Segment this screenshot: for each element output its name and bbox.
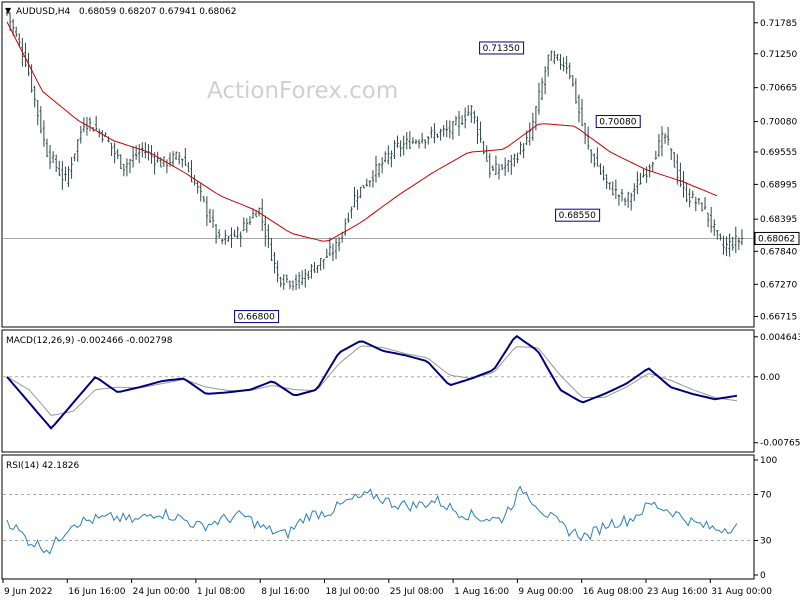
x-tick-label: 16 Jun 16:00	[68, 587, 125, 597]
x-tick-label: 16 Aug 08:00	[583, 587, 644, 597]
price-tick-label: 0.68395	[760, 215, 797, 225]
x-tick-label: 1 Jul 08:00	[197, 587, 246, 597]
x-tick-label: 9 Jun 2022	[4, 587, 52, 597]
price-annotation-label: 0.68550	[559, 211, 596, 221]
price-layer: 0.71350 0.70080 0.68550 0.66800	[3, 11, 753, 324]
price-tick-label: 0.66715	[760, 312, 797, 322]
macd-tick-label: 0.004643	[760, 333, 800, 343]
macd-main-line	[6, 334, 738, 430]
price-annotation-box	[234, 310, 280, 324]
x-tick-label: 23 Aug 16:00	[647, 587, 708, 597]
rsi-tick-label: 70	[760, 491, 772, 501]
price-tick-label: 0.70080	[760, 118, 797, 128]
price-annotation-box	[555, 208, 601, 222]
rsi-panel-frame	[1, 454, 755, 580]
rsi-line	[6, 485, 738, 555]
x-tick-label: 24 Jun 00:00	[133, 587, 190, 597]
dropdown-arrow-icon[interactable]: ▼	[5, 6, 12, 15]
price-tick-label: 0.71250	[760, 50, 797, 60]
rsi-title: RSI(14) 42.1826	[6, 461, 79, 471]
rsi-tick-label: 0	[760, 571, 766, 581]
x-tick-label: 18 Jul 00:00	[326, 587, 380, 597]
macd-title: MACD(12,26,9) -0.002466 -0.002798	[6, 336, 173, 346]
price-annotation-box	[595, 115, 641, 129]
price-tick-label: 0.67270	[760, 280, 797, 290]
ohlc-values: 0.68059 0.68207 0.67941 0.68062	[79, 7, 236, 17]
symbol-label: AUDUSD,H4	[16, 7, 71, 17]
x-tick-label: 1 Aug 16:00	[454, 587, 509, 597]
price-annotation-label: 0.70080	[599, 118, 636, 128]
watermark: ActionForex.com	[207, 78, 398, 104]
price-tick-label: 0.68995	[760, 180, 797, 190]
x-tick-label: 8 Jul 16:00	[261, 587, 310, 597]
x-tick-label: 9 Aug 00:00	[518, 587, 573, 597]
price-tick-label: 0.69555	[760, 148, 797, 158]
macd-layer	[3, 334, 753, 430]
macd-tick-label: -0.007653	[760, 439, 800, 449]
x-tick-label: 25 Jul 08:00	[390, 587, 444, 597]
macd-tick-label: 0.00	[760, 373, 780, 383]
rsi-layer	[3, 485, 753, 555]
price-annotation-label: 0.71350	[483, 44, 520, 54]
current-price-label: 0.68062	[758, 234, 795, 244]
price-tick-label: 0.70665	[760, 84, 797, 94]
price-tick-label: 0.67840	[760, 247, 797, 257]
moving-average-line	[6, 21, 718, 242]
price-annotation-box	[479, 41, 525, 55]
current-price-tag	[754, 231, 800, 245]
price-panel-frame	[1, 1, 755, 328]
rsi-tick-label: 30	[760, 537, 772, 547]
axis-layer: 0.71785 0.71250 0.70665 0.70080 0.69555 0.689…	[2, 19, 800, 597]
rsi-tick-label: 100	[760, 456, 777, 466]
price-annotation-label: 0.66800	[238, 313, 275, 323]
price-tick-label: 0.71785	[760, 19, 797, 29]
x-tick-label: 31 Aug 00:00	[711, 587, 772, 597]
